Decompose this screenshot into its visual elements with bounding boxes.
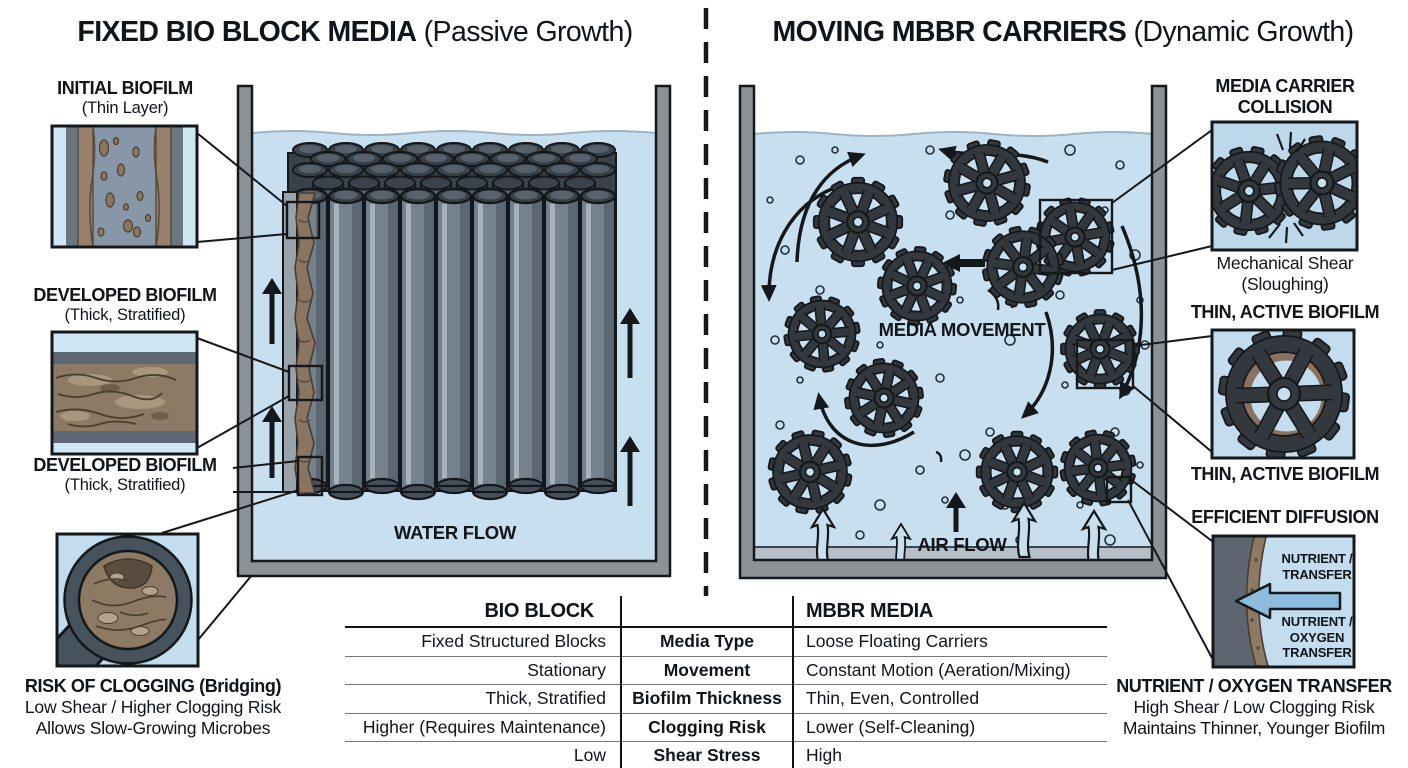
initial-biofilm-label: INITIAL BIOFILM (Thin Layer): [10, 78, 240, 119]
right-title-bold: MOVING MBBR CARRIERS: [772, 16, 1127, 48]
table-row: Low Shear Stress High: [345, 741, 1107, 768]
initial-biofilm-title: INITIAL BIOFILM: [57, 78, 193, 98]
diffusion-arrow: [1234, 582, 1342, 620]
water-flow-label: WATER FLOW: [393, 522, 517, 543]
mbbr-carrier-gear: [981, 225, 1065, 309]
clogging-risk-title: RISK OF CLOGGING (Bridging): [24, 676, 282, 696]
cell-attr-thickness: Biofilm Thickness: [620, 684, 794, 713]
cell-bio-media-type: Fixed Structured Blocks: [421, 631, 606, 652]
cell-bio-clogging: Higher (Requires Maintenance): [345, 712, 621, 742]
biofilm-callout-box: [287, 364, 324, 402]
clogging-risk-label: RISK OF CLOGGING (Bridging) Low Shear / …: [0, 676, 306, 739]
air-flow-label: AIR FLOW: [917, 534, 1007, 555]
bio-block-media: [282, 142, 617, 501]
media-carrier-collision-title: MEDIA CARRIER COLLISION: [1215, 76, 1355, 118]
developed-biofilm-sub-2: (Thick, Stratified): [64, 476, 186, 495]
nutrient-transfer-inset-label-top: NUTRIENT / TRANSFER: [1281, 551, 1353, 582]
mbbr-carriers: [767, 139, 1140, 515]
developed-biofilm-inset: [50, 330, 199, 456]
left-title-bold: FIXED BIO BLOCK MEDIA: [77, 16, 417, 48]
nutrient-oxygen-transfer-line2: Maintains Thinner, Younger Biofilm: [1122, 717, 1386, 738]
media-circulation-arrows: [760, 145, 1144, 463]
cell-attr-media-type: Media Type: [620, 627, 794, 656]
left-title-normal: (Passive Growth): [423, 16, 634, 48]
clogging-inset-border: [55, 532, 200, 668]
table-row: Thick, Stratified Biofilm Thickness Thin…: [345, 684, 1107, 713]
carrier-callout-box: [1038, 198, 1114, 275]
mbbr-carrier-gear: [812, 176, 904, 268]
air-flow-arrows: [810, 492, 1107, 570]
clogging-inset: [57, 534, 198, 666]
left-callout-lines: [161, 132, 300, 641]
table-row: Fixed Structured Blocks Media Type Loose…: [345, 627, 1107, 656]
table-header-attribute: [620, 596, 794, 628]
efficient-diffusion-title: EFFICIENT DIFFUSION: [1191, 507, 1379, 527]
cell-attr-shear: Shear Stress: [620, 741, 794, 768]
developed-biofilm-title-1: DEVELOPED BIOFILM: [33, 285, 217, 305]
carrier-callout-box: [1075, 338, 1135, 390]
left-tank-walls: [236, 84, 672, 578]
developed-biofilm-label-1: DEVELOPED BIOFILM (Thick, Stratified): [5, 285, 245, 326]
cell-mbbr-clogging: Lower (Self-Cleaning): [793, 712, 1107, 742]
clogging-risk-line1: Low Shear / Higher Clogging Risk: [24, 697, 282, 718]
mechanical-shear-caption: Mechanical Shear (Sloughing): [1216, 253, 1354, 294]
thin-active-biofilm-title-1: THIN, ACTIVE BIOFILM: [1190, 302, 1380, 322]
cell-attr-clogging: Clogging Risk: [620, 712, 794, 742]
mbbr-carrier-gear: [767, 429, 853, 515]
table-header-bio-block: BIO BLOCK: [345, 596, 621, 628]
mbbr-carrier-gear: [783, 295, 861, 373]
left-panel-title: FIXED BIO BLOCK MEDIA (Passive Growth): [55, 16, 655, 50]
right-panel-title: MOVING MBBR CARRIERS (Dynamic Growth): [758, 16, 1368, 50]
comparison-table: BIO BLOCK MBBR MEDIA Fixed Structured Bl…: [345, 596, 1107, 768]
mbbr-carrier-gear: [1217, 331, 1351, 457]
mbbr-carrier-gear: [975, 430, 1059, 514]
developed-biofilm-sub-1: (Thick, Stratified): [64, 306, 186, 325]
right-title-normal: (Dynamic Growth): [1133, 16, 1355, 48]
cell-bio-shear: Low: [345, 741, 621, 768]
cell-mbbr-movement: Constant Motion (Aeration/Mixing): [793, 655, 1107, 685]
media-movement-label: MEDIA MOVEMENT: [878, 319, 1046, 340]
cell-mbbr-shear: High: [793, 741, 1107, 768]
nutrient-transfer-inset-label-bottom: NUTRIENT / OXYGEN TRANSFER: [1281, 614, 1353, 661]
developed-biofilm-label-2: DEVELOPED BIOFILM (Thick, Stratified): [5, 455, 245, 496]
cell-attr-movement: Movement: [620, 655, 794, 685]
thin-active-biofilm-title-2: THIN, ACTIVE BIOFILM: [1190, 464, 1380, 484]
table-header-mbbr-media: MBBR MEDIA: [793, 596, 1107, 628]
diffusion-inset: [1214, 537, 1353, 666]
developed-biofilm-title-2: DEVELOPED BIOFILM: [33, 455, 217, 475]
thin-biofilm-inset: [1213, 331, 1353, 457]
mbbr-carrier-gear: [876, 245, 958, 327]
table-row: Higher (Requires Maintenance) Clogging R…: [345, 712, 1107, 742]
nutrient-oxygen-transfer-label: NUTRIENT / OXYGEN TRANSFER High Shear / …: [1098, 676, 1408, 739]
diffusion-inset-border: [1211, 534, 1356, 669]
initial-biofilm-inset: [50, 124, 199, 249]
clogging-risk-line2: Allows Slow-Growing Microbes: [35, 717, 271, 738]
table-row: Stationary Movement Constant Motion (Aer…: [345, 655, 1107, 685]
cell-bio-movement: Stationary: [345, 655, 621, 685]
right-tank-walls: [738, 84, 1168, 580]
collision-inset: [1213, 123, 1356, 249]
cell-mbbr-media-type: Loose Floating Carriers: [806, 631, 988, 652]
nutrient-oxygen-transfer-line1: High Shear / Low Clogging Risk: [1133, 697, 1375, 718]
water-flow-arrows: [262, 278, 640, 506]
cell-mbbr-thickness: Thin, Even, Controlled: [793, 684, 1107, 713]
right-callout-lines: [1038, 129, 1213, 659]
carrier-callout-box: [1105, 475, 1133, 504]
initial-biofilm-sub: (Thin Layer): [81, 99, 169, 118]
cell-bio-thickness: Thick, Stratified: [345, 684, 621, 713]
mbbr-carrier-gear: [843, 357, 925, 439]
biofilm-callout-box: [285, 200, 321, 240]
biofilm-callout-box: [296, 455, 324, 497]
thin-biofilm-inset-border: [1210, 328, 1356, 460]
collision-inset-border: [1210, 120, 1359, 252]
nutrient-oxygen-transfer-title: NUTRIENT / OXYGEN TRANSFER: [1116, 676, 1392, 696]
mbbr-carrier-gear: [943, 139, 1031, 227]
